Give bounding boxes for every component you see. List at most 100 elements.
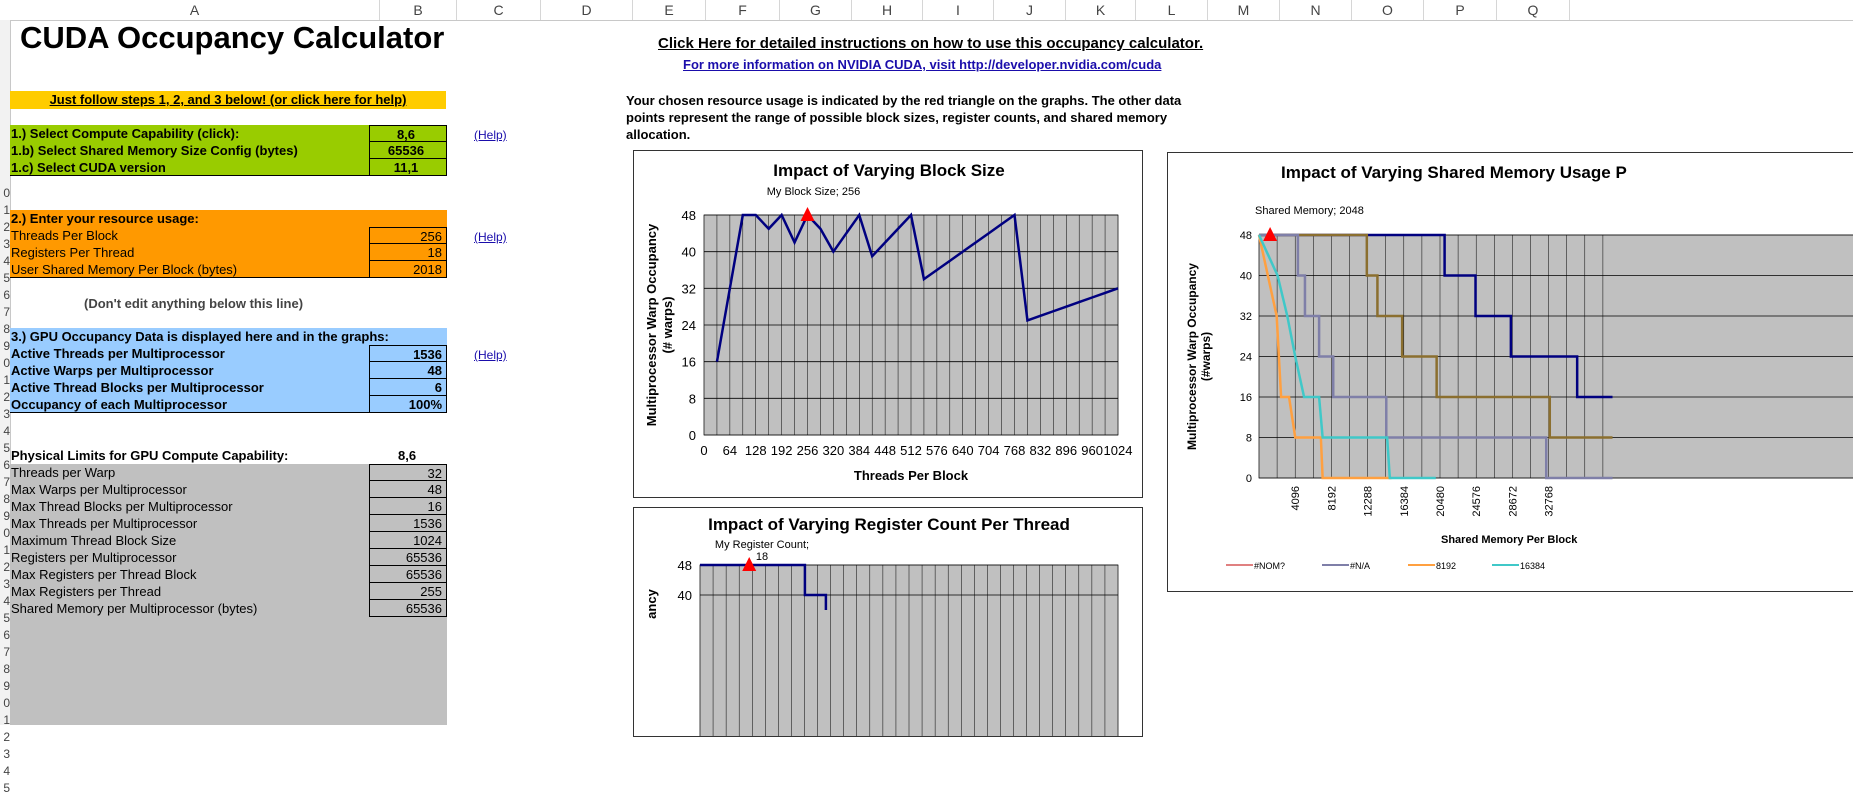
column-header-p[interactable]: P [1424,0,1497,20]
step2-rows-value[interactable]: 256 [369,227,447,244]
shared-memory-chart-panel[interactable]: Impact of Varying Shared Memory Usage P … [1167,152,1853,592]
row-header[interactable]: 8 [3,322,10,336]
row-header[interactable]: 5 [3,781,10,795]
row-header[interactable]: 3 [3,577,10,591]
y-tick-label: 16 [1240,392,1252,404]
x-tick-label: 12288 [1363,486,1375,517]
row-header[interactable]: 5 [3,441,10,455]
instructions-link[interactable]: Click Here for detailed instructions on … [658,35,1204,52]
row-header[interactable]: 4 [3,424,10,438]
shared-memory-marker [1263,227,1278,241]
column-header-a[interactable]: A [10,0,380,20]
nvidia-cuda-link[interactable]: For more information on NVIDIA CUDA, vis… [683,57,1162,72]
row-header[interactable]: 9 [3,339,10,353]
step3-rows-label: Active Thread Blocks per Multiprocessor [11,380,264,395]
column-header-m[interactable]: M [1208,0,1280,20]
row-header[interactable]: 7 [3,475,10,489]
row-header[interactable]: 8 [3,492,10,506]
row-header[interactable]: 7 [3,645,10,659]
step1-rows-value[interactable]: 8,6 [369,125,447,142]
step1-rows-label: 1.c) Select CUDA version [11,160,166,175]
column-header-i[interactable]: I [923,0,994,20]
x-tick-label: 8192 [1326,486,1338,510]
row-header[interactable]: 3 [3,237,10,251]
y-tick-label: 48 [1240,230,1252,242]
row-header[interactable]: 6 [3,628,10,642]
marker-annotation: 18 [756,551,768,563]
my-block-size-marker [800,207,815,221]
register-chart-panel[interactable]: Impact of Varying Register Count Per Thr… [633,507,1143,737]
column-header-l[interactable]: L [1136,0,1208,20]
step2-rows-value[interactable]: 2018 [369,261,447,278]
help-link-step1[interactable]: (Help) [474,128,507,142]
row-header[interactable]: 7 [3,305,10,319]
step1-rows-label: 1.b) Select Shared Memory Size Config (b… [11,143,298,158]
step3-rows-value: 100% [369,396,447,413]
steps-link[interactable]: Just follow steps 1, 2, and 3 below! (or… [49,92,407,107]
row-header[interactable]: 1 [3,713,10,727]
row-header[interactable]: 9 [3,679,10,693]
column-header-j[interactable]: J [994,0,1066,20]
row-header[interactable]: 4 [3,594,10,608]
step1-rows-value[interactable]: 11,1 [369,159,447,176]
column-header-q[interactable]: Q [1497,0,1570,20]
series-line [1259,233,1613,399]
row-header[interactable]: 1 [3,543,10,557]
column-header-h[interactable]: H [852,0,923,20]
column-header-n[interactable]: N [1280,0,1352,20]
step2-header: 2.) Enter your resource usage: [11,211,199,226]
row-header[interactable]: 2 [3,560,10,574]
steps-banner[interactable]: Just follow steps 1, 2, and 3 below! (or… [10,91,446,109]
row-header[interactable]: 0 [3,186,10,200]
row-header[interactable]: 6 [3,288,10,302]
column-header-c[interactable]: C [457,0,541,20]
row-header[interactable]: 2 [3,220,10,234]
limits-rows-value: 1024 [369,532,447,549]
y-tick-label: 0 [689,428,696,443]
column-header-e[interactable]: E [633,0,706,20]
help-link-step2[interactable]: (Help) [474,230,507,244]
block-size-chart-panel[interactable]: Impact of Varying Block Size 0 8 16 24 32 40 4… [633,150,1143,498]
step1-rows-value[interactable]: 65536 [369,142,447,159]
y-tick-label: 0 [1246,473,1252,485]
x-tick-label: 24576 [1471,486,1483,517]
limits-rows-value: 16 [369,498,447,515]
row-header[interactable]: 1 [3,203,10,217]
help-link-step3[interactable]: (Help) [474,348,507,362]
row-header[interactable]: 3 [3,747,10,761]
column-header-b[interactable]: B [380,0,457,20]
row-header[interactable]: 1 [3,373,10,387]
row-header[interactable]: 6 [3,458,10,472]
column-header-o[interactable]: O [1352,0,1424,20]
column-header-f[interactable]: F [706,0,780,20]
limits-header: Physical Limits for GPU Compute Capabili… [11,448,289,463]
x-tick-label: 192 [771,443,793,458]
row-header[interactable]: 4 [3,764,10,778]
description-text: Your chosen resource usage is indicated … [626,93,1182,142]
row-header[interactable]: 3 [3,407,10,421]
y-axis-label: Multiprocessor Warp Occupancy [1185,263,1199,450]
step2-rows-value[interactable]: 18 [369,244,447,261]
column-header-d[interactable]: D [541,0,633,20]
legend-label: #NOM? [1254,561,1285,571]
row-header[interactable]: 2 [3,730,10,744]
row-header[interactable]: 0 [3,356,10,370]
row-header[interactable]: 4 [3,254,10,268]
row-header[interactable]: 5 [3,611,10,625]
limits-rows-value: 1536 [369,515,447,532]
x-tick-label: 0 [700,443,707,458]
row-header[interactable]: 0 [3,696,10,710]
row-header[interactable]: 9 [3,509,10,523]
legend-label: #N/A [1350,561,1370,571]
x-tick-label: 20480 [1435,486,1447,517]
column-header-k[interactable]: K [1066,0,1136,20]
row-header[interactable]: 8 [3,662,10,676]
x-tick-label: 896 [1055,443,1077,458]
x-tick-label: 128 [745,443,767,458]
column-header-g[interactable]: G [780,0,852,20]
legend-label: 16384 [1520,561,1545,571]
row-header[interactable]: 0 [3,526,10,540]
row-header[interactable]: 5 [3,271,10,285]
marker-annotation: My Block Size; 256 [767,186,861,198]
row-header[interactable]: 2 [3,390,10,404]
